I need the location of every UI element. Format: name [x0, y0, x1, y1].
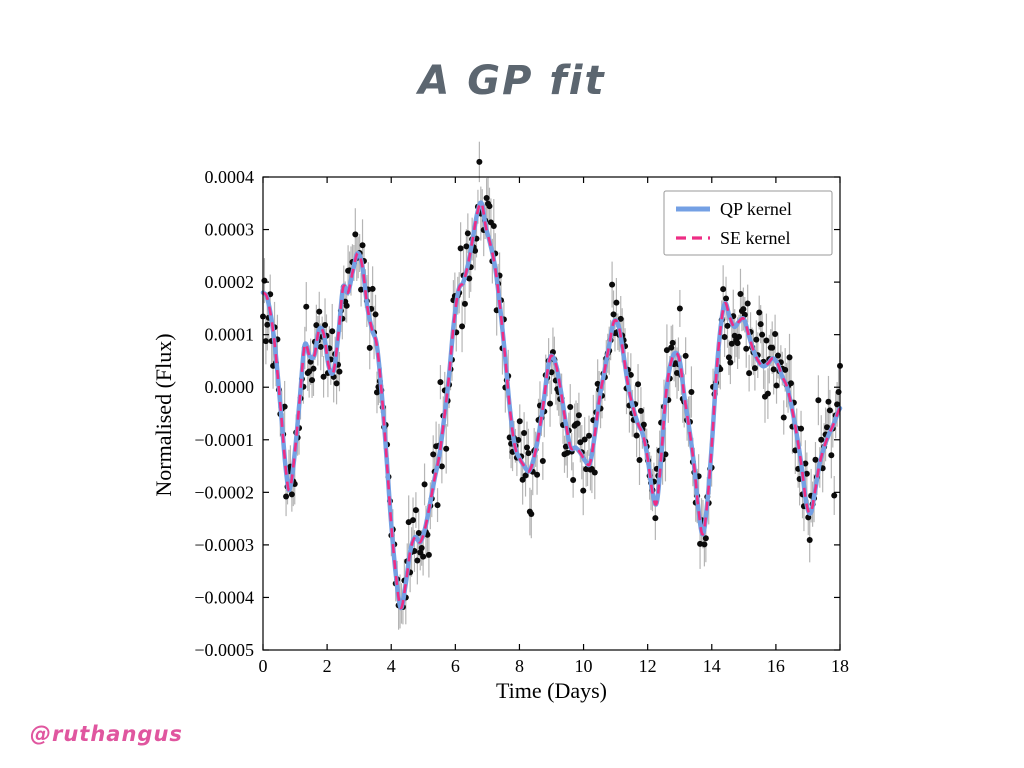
svg-text:−0.0002: −0.0002 [194, 482, 254, 502]
svg-text:0: 0 [259, 656, 268, 676]
author-credit: @ruthangus [30, 722, 183, 746]
y-axis-label: Normalised (Flux) [151, 333, 176, 497]
svg-text:−0.0004: −0.0004 [194, 587, 254, 607]
svg-text:−0.0001: −0.0001 [194, 430, 254, 450]
svg-text:18: 18 [831, 656, 849, 676]
svg-text:14: 14 [703, 656, 721, 676]
svg-text:0.0004: 0.0004 [205, 167, 255, 187]
svg-text:SE kernel: SE kernel [720, 228, 790, 248]
svg-text:16: 16 [767, 656, 785, 676]
svg-text:6: 6 [451, 656, 460, 676]
svg-text:QP kernel: QP kernel [720, 199, 792, 219]
svg-text:0.0002: 0.0002 [205, 272, 255, 292]
svg-text:2: 2 [323, 656, 332, 676]
svg-text:−0.0003: −0.0003 [194, 535, 254, 555]
tick-labels-group: 0 2 4 6 8 10 12 14 16 18 0.0004 0.0003 0.0002 0.0001 0… [194, 167, 849, 676]
x-axis-label: Time (Days) [495, 678, 608, 703]
slide-title: A GP fit [418, 58, 606, 104]
svg-text:−0.0005: −0.0005 [194, 640, 254, 660]
svg-text:0.0003: 0.0003 [205, 220, 255, 240]
legend: QP kernel SE kernel [663, 190, 833, 256]
svg-text:10: 10 [575, 656, 593, 676]
svg-text:4: 4 [387, 656, 396, 676]
svg-text:8: 8 [515, 656, 524, 676]
svg-text:0.0001: 0.0001 [205, 325, 255, 345]
svg-text:12: 12 [639, 656, 657, 676]
svg-text:0.0000: 0.0000 [205, 377, 255, 397]
plot-frame [262, 176, 841, 651]
ticks-group [262, 176, 841, 651]
se-kernel-curve [262, 201, 842, 610]
